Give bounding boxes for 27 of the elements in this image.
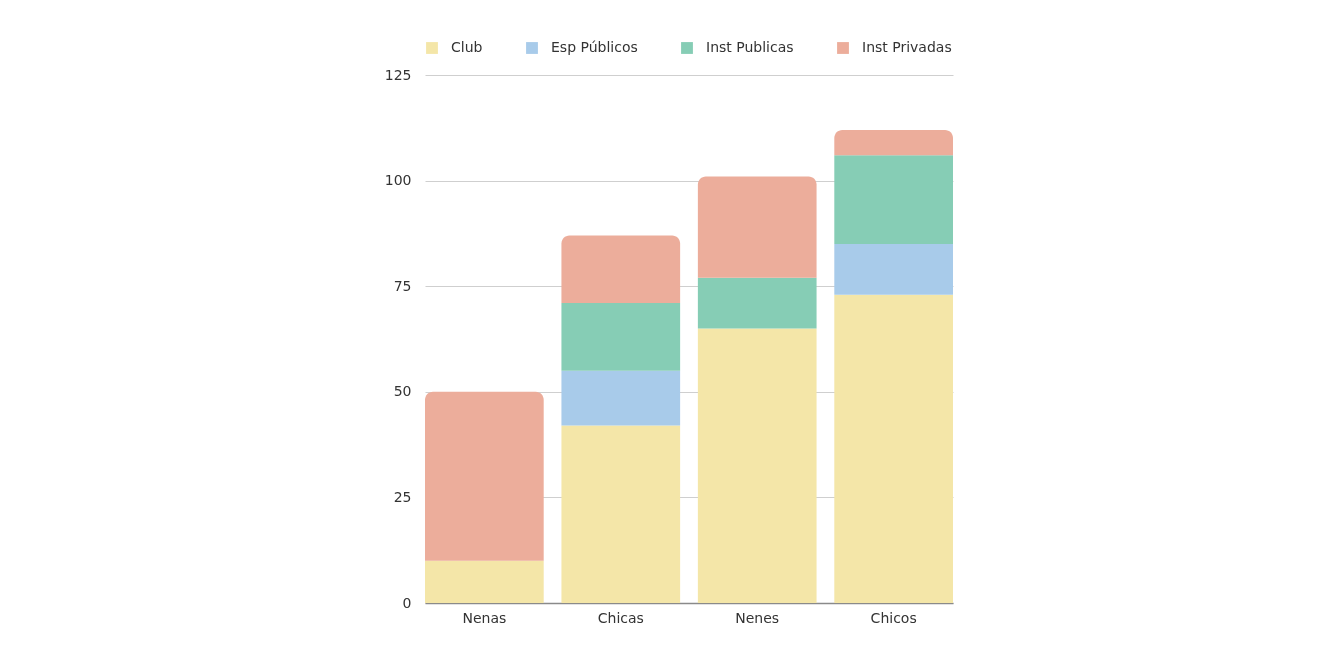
bar <box>697 328 817 603</box>
y-tick-label: 75 <box>393 277 412 294</box>
bar <box>834 129 953 156</box>
legend-label: Inst Publicas <box>706 39 794 55</box>
y-tick-label: 25 <box>393 488 412 505</box>
y-tick-label: 125 <box>384 66 412 83</box>
bar <box>561 235 681 304</box>
legend-label: Club <box>451 39 483 55</box>
y-tick-label: 50 <box>393 383 412 400</box>
bar <box>834 155 953 244</box>
bar <box>561 370 681 426</box>
x-tick-label: Nenes <box>735 609 780 626</box>
y-tick-label: 0 <box>402 594 412 611</box>
bar <box>425 560 544 603</box>
x-tick-label: Nenas <box>462 609 507 626</box>
bar <box>561 425 681 603</box>
x-tick-label: Chicos <box>870 609 917 626</box>
bar <box>425 391 544 561</box>
bar <box>834 294 953 603</box>
bar <box>697 176 817 278</box>
legend-label: Inst Privadas <box>862 39 952 55</box>
y-tick-label: 100 <box>384 172 412 189</box>
legend-label: Esp Públicos <box>551 39 638 55</box>
bar <box>834 243 953 295</box>
bar <box>697 277 817 329</box>
x-tick-label: Chicas <box>597 609 644 626</box>
bar <box>561 303 681 371</box>
